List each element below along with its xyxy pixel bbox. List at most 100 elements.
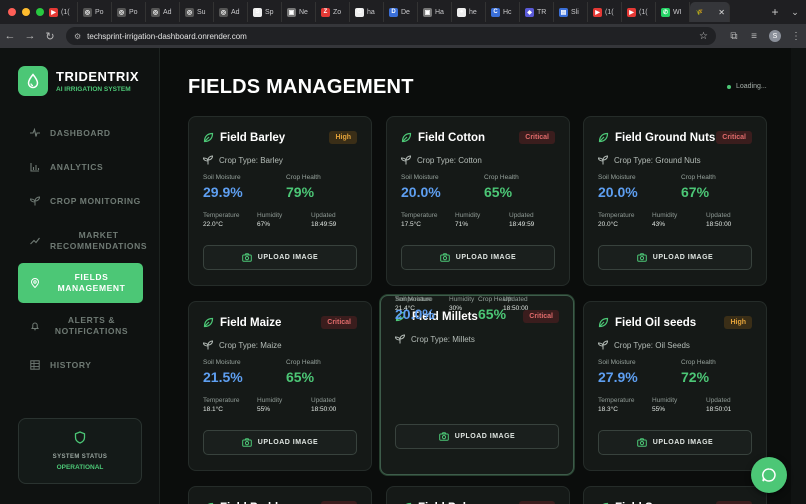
upload-image-button[interactable]: UPLOAD IMAGE <box>598 245 752 270</box>
humidity-metric: Humidity 43% <box>652 212 678 228</box>
browser-tab[interactable]: C Hc <box>486 2 520 22</box>
tab-label: WI <box>673 8 682 16</box>
crop-health-value: 65% <box>484 184 513 200</box>
soil-moisture-metric: Soil Moisture 21.5% <box>203 359 243 385</box>
sidebar-item-dashboard[interactable]: DASHBOARD <box>18 116 143 150</box>
sidebar-item-market-recommendations[interactable]: MARKET RECOMMENDATIONS <box>18 218 147 263</box>
field-card[interactable]: Field Cotton Critical Crop Type: Cotton Soi… <box>386 116 570 286</box>
sidebar-item-alerts-notifications[interactable]: ALERTS & NOTIFICATIONS <box>18 303 143 348</box>
humidity-value: 43% <box>652 221 666 228</box>
crop-type-prefix: Crop Type: <box>219 340 258 350</box>
field-card-header: Field Oil seeds High <box>598 316 752 329</box>
upload-image-button[interactable]: UPLOAD IMAGE <box>598 430 752 455</box>
humidity-metric: Humidity 55% <box>257 397 283 413</box>
tab-label: TR <box>537 8 547 16</box>
status-dot-icon <box>727 84 731 89</box>
tab-search-icon[interactable]: ⌄ <box>791 6 799 17</box>
crop-health-metric: Crop Health 65% <box>286 359 321 385</box>
sidebar-item-crop-monitoring[interactable]: CROP MONITORING <box>18 184 143 218</box>
upload-image-button[interactable]: UPLOAD IMAGE <box>401 245 555 270</box>
upload-image-button[interactable]: UPLOAD IMAGE <box>203 245 357 270</box>
back-icon[interactable]: ← <box>4 30 16 42</box>
humidity-metric: Humidity 30% <box>449 296 475 312</box>
tab-favicon-icon: 🌾 <box>695 9 704 16</box>
site-info-icon[interactable]: ⚙ <box>74 31 82 41</box>
tab-label: Zo <box>333 8 342 16</box>
browser-tab[interactable]: Z Zo <box>316 2 350 22</box>
minimize-window-button[interactable] <box>22 8 30 16</box>
temperature-value: 20.0°C <box>598 221 618 228</box>
sprout-icon <box>203 155 213 165</box>
browser-tab[interactable]: ◎ Su <box>180 2 214 22</box>
browser-tab[interactable]: ✆ WI <box>656 2 690 22</box>
new-tab-button[interactable]: + <box>771 5 779 19</box>
updated-value: 18:50:00 <box>706 221 732 228</box>
browser-tab[interactable]: ▤ Sli <box>554 2 588 22</box>
field-name: Field Barley <box>220 131 286 144</box>
maximize-window-button[interactable] <box>36 8 44 16</box>
browser-tab[interactable]: ▣ Ha <box>418 2 452 22</box>
chat-button[interactable] <box>751 457 787 493</box>
address-bar[interactable]: ⚙ techsprint-irrigation-dashboard.onrend… <box>66 27 716 45</box>
browser-menu-icon[interactable]: ⋮ <box>791 30 801 42</box>
crop-type: Crop Type: Cotton <box>401 155 482 165</box>
sidebar-item-history[interactable]: HISTORY <box>18 348 143 382</box>
field-card[interactable]: Field Barley High Crop Type: Barley Soil Mo… <box>188 116 372 286</box>
reload-icon[interactable]: ↻ <box>45 30 55 43</box>
soil-moisture-value: 29.9% <box>203 184 243 200</box>
crop-type: Crop Type: Millets <box>395 334 475 344</box>
browser-tab[interactable]: ◎ Po <box>112 2 146 22</box>
browser-tab[interactable]: ◆ TR <box>520 2 554 22</box>
updated-metric: Updated 18:50:00 <box>706 212 732 228</box>
tab-label: (1( <box>639 8 648 16</box>
browser-tab[interactable]: ◎ Po <box>78 2 112 22</box>
sidebar-item-analytics[interactable]: ANALYTICS <box>18 150 143 184</box>
profile-avatar[interactable]: S <box>769 30 781 42</box>
upload-image-button[interactable]: UPLOAD IMAGE <box>203 430 357 455</box>
field-card[interactable]: Field Ground Nuts Critical Crop Type: Grou… <box>583 116 767 286</box>
crop-health-metric: Crop Health 65% <box>484 174 519 200</box>
field-card[interactable]: Field Maize Critical Crop Type: Maize Soil … <box>188 301 372 471</box>
field-card-header: Field Cotton Critical <box>401 131 555 144</box>
forward-icon[interactable]: → <box>24 30 36 42</box>
crop-health-metric: Crop Health 65% <box>478 296 513 322</box>
browser-tab[interactable]: ▣ Ne <box>282 2 316 22</box>
sidebar-item-fields-management[interactable]: FIELDS MANAGEMENT <box>18 263 143 303</box>
leaf-icon <box>401 132 412 143</box>
close-tab-icon[interactable]: ✕ <box>718 7 725 17</box>
updated-metric: Updated 18:49:59 <box>311 212 337 228</box>
browser-tab[interactable]: ● he <box>452 2 486 22</box>
tab-favicon-icon: ● <box>457 7 466 17</box>
browser-tab[interactable]: D De <box>384 2 418 22</box>
reading-list-icon[interactable]: ≡ <box>751 30 757 42</box>
field-card[interactable]: Field Oil seeds High Crop Type: Oil Seeds S… <box>583 301 767 471</box>
browser-toolbar: ← → ↻ ⚙ techsprint-irrigation-dashboard.… <box>0 24 806 48</box>
humidity-value: 30% <box>449 305 463 312</box>
field-card[interactable]: Field Paddy Critical <box>188 486 372 504</box>
tab-favicon-icon: ▣ <box>287 7 296 17</box>
field-card[interactable]: Field Sugarcane Critical <box>583 486 767 504</box>
soil-moisture-metric: Soil Moisture 29.9% <box>203 174 243 200</box>
bookmark-star-icon[interactable]: ☆ <box>699 30 708 42</box>
soil-moisture-value: 27.9% <box>598 369 638 385</box>
browser-tab-active[interactable]: 🌾 ✕ <box>690 2 730 22</box>
url-text: techsprint-irrigation-dashboard.onrender… <box>87 31 247 41</box>
close-window-button[interactable] <box>8 8 16 16</box>
upload-image-button[interactable]: UPLOAD IMAGE <box>395 424 559 449</box>
browser-tab[interactable]: ▶ (1( <box>622 2 656 22</box>
browser-tab[interactable]: ▶ (1( <box>588 2 622 22</box>
browser-tab[interactable]: ◎ Ad <box>146 2 180 22</box>
crop-type-prefix: Crop Type: <box>614 340 653 350</box>
browser-tab[interactable]: ◎ Ad <box>214 2 248 22</box>
extensions-icon[interactable]: ⧉ <box>730 30 738 42</box>
scrollbar[interactable] <box>791 48 806 504</box>
field-card[interactable]: Field Millets Critical Crop Type: Millets S… <box>380 295 574 475</box>
field-card[interactable]: Field Pulses Critical <box>386 486 570 504</box>
browser-tab[interactable]: ▶ (1( <box>44 2 78 22</box>
system-status-value: OPERATIONAL <box>56 464 104 471</box>
browser-tab[interactable]: S Sp <box>248 2 282 22</box>
temperature-value: 22.0°C <box>203 221 223 228</box>
tab-label: Ha <box>435 8 444 16</box>
crop-health-value: 79% <box>286 184 315 200</box>
